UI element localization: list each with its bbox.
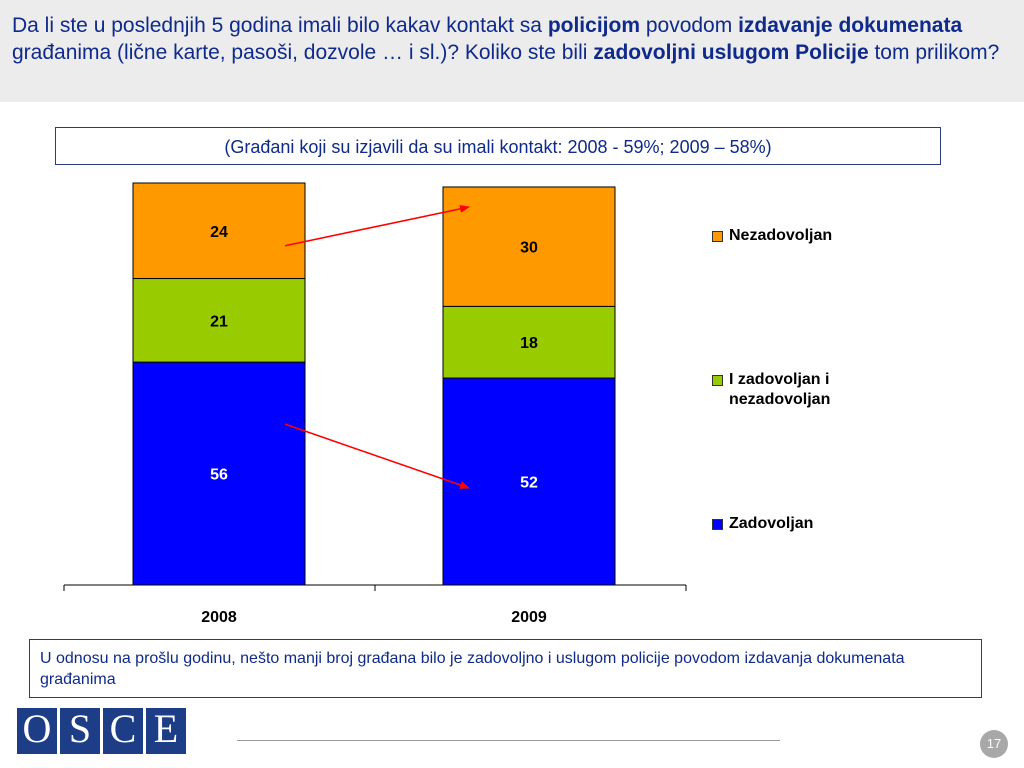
legend-swatch [712,375,723,386]
title-segment: zadovoljni uslugom Policije [593,41,869,64]
page-number: 17 [980,730,1008,758]
data-label: 30 [520,240,538,257]
logo-letter: C [103,708,143,754]
legend-label: Nezadovoljan [729,227,833,244]
title-segment: policijom [547,14,640,37]
trend-arrow [284,204,470,247]
bar-segment [132,182,306,280]
osce-logo: O S C E [17,708,186,754]
title-segment: Da li ste u poslednjih 5 godina imali bi… [12,14,548,37]
trend-arrow [284,423,470,489]
header-bar: Da li ste u poslednjih 5 godina imali bi… [0,0,1024,102]
footer-divider [237,740,780,741]
title-segment: građanima (lične karte, pasoši, dozvole … [12,41,594,64]
logo-letter: E [146,708,186,754]
stacked-bar-chart: 56 21 24 52 18 30 2008 2009 [63,182,687,626]
legend-swatch [712,231,723,242]
legend-item: Nezadovoljan [712,226,889,246]
legend-item: I zadovoljan i nezadovoljan [712,370,889,410]
x-tick-label: 2009 [511,609,547,626]
legend-label: I zadovoljan i nezadovoljan [729,371,831,408]
data-label: 24 [210,224,228,241]
legend-label: Zadovoljan [729,515,814,532]
bar-segment [132,278,306,363]
summary-note: U odnosu na prošlu godinu, nešto manji b… [29,639,982,698]
title-segment: povodom [640,14,739,37]
page-title: Da li ste u poslednjih 5 godina imali bi… [12,12,1017,66]
x-tick-label: 2008 [201,609,237,626]
data-label: 56 [210,467,228,484]
data-label: 21 [210,313,228,330]
bar-segment [442,186,616,307]
title-segment: izdavanje dokumenata [738,14,963,37]
legend-swatch [712,519,723,530]
data-label: 52 [520,475,538,492]
legend-item: Zadovoljan [712,514,889,534]
title-segment: tom prilikom? [868,41,1000,64]
chart-subtitle: (Građani koji su izjavili da su imali ko… [55,127,941,165]
bar-segment [442,377,616,586]
logo-letter: O [17,708,57,754]
data-label: 18 [520,335,538,352]
logo-letter: S [60,708,100,754]
